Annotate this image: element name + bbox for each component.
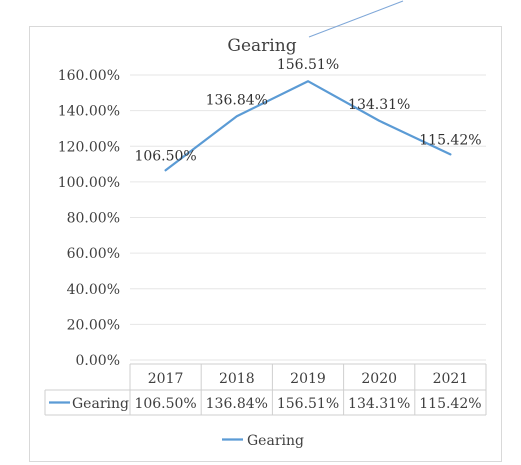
table-value-cell: 156.51%: [277, 396, 339, 412]
table-value-cell: 115.42%: [419, 396, 481, 412]
series-line-gearing: [164, 80, 452, 172]
x-tick-label: 2021: [433, 371, 469, 387]
legend-label: Gearing: [247, 433, 304, 449]
table-value-cell: 106.50%: [134, 396, 196, 412]
x-tick-label: 2017: [148, 371, 184, 387]
legend: Gearing: [222, 433, 304, 449]
y-tick-label: 20.00%: [67, 317, 120, 333]
data-labels: 106.50% 136.84% 156.51% 134.31% 115.42%: [134, 57, 481, 164]
y-tick-label: 100.00%: [58, 175, 120, 191]
data-label: 106.50%: [134, 148, 196, 164]
chart-title: Gearing: [227, 36, 296, 56]
data-label: 115.42%: [419, 132, 481, 148]
x-tick-label: 2018: [219, 371, 255, 387]
y-tick-label: 120.00%: [58, 139, 120, 155]
data-label: 156.51%: [277, 57, 339, 73]
table-series-name: Gearing: [72, 396, 129, 412]
y-tick-label: 0.00%: [76, 353, 120, 369]
annotation-arrow: [308, 0, 404, 38]
y-tick-label: 40.00%: [67, 282, 120, 298]
gridlines: [130, 74, 486, 361]
y-tick-label: 160.00%: [58, 68, 120, 84]
series-lines: [164, 80, 452, 172]
chart-frame: [29, 26, 502, 462]
table-value-cell: 134.31%: [348, 396, 410, 412]
data-label: 134.31%: [348, 97, 410, 113]
x-tick-label: 2020: [361, 371, 397, 387]
y-tick-label: 140.00%: [58, 104, 120, 120]
y-tick-label: 60.00%: [67, 246, 120, 262]
x-tick-label: 2019: [290, 371, 326, 387]
table-value-cell: 136.84%: [206, 396, 268, 412]
y-tick-label: 80.00%: [67, 211, 120, 227]
y-axis-tick-labels: 0.00% 20.00% 40.00% 60.00% 80.00% 100.00% 120.…: [58, 68, 120, 369]
data-table: 2017 106.50% 2018 136.84% 2019 156.51% 2020 134…: [44, 363, 487, 416]
data-label: 136.84%: [206, 92, 268, 108]
